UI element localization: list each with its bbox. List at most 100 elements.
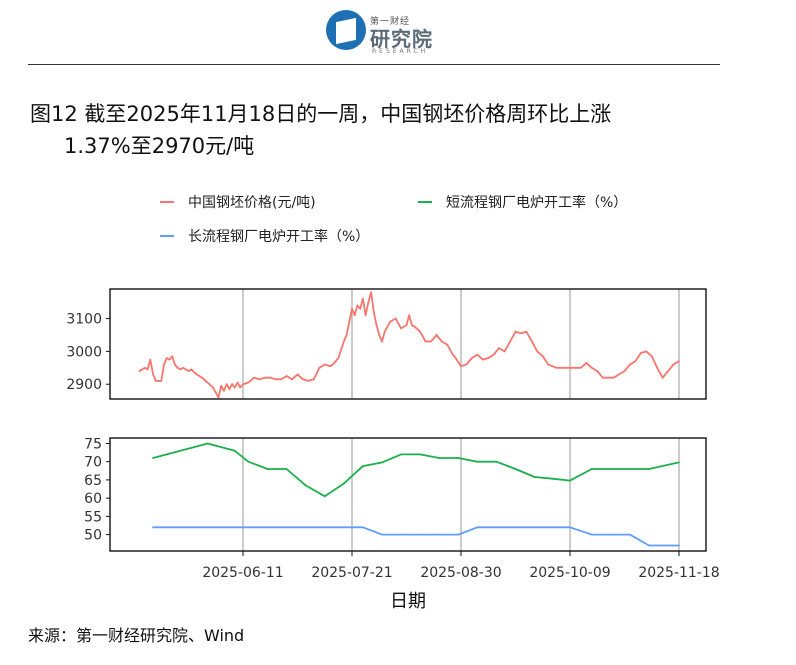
data-point-1-1-1 xyxy=(138,370,141,372)
data-point-2-1-20 xyxy=(552,477,555,480)
data-point-1-1-93 xyxy=(520,332,522,335)
y-tick-label-2-70: 70 xyxy=(84,455,102,471)
x-tick-label-5: 2025-11-18 xyxy=(638,565,719,581)
data-point-2-1-12 xyxy=(400,453,402,456)
data-point-1-1-49 xyxy=(332,363,334,366)
data-point-1-1-74 xyxy=(419,330,421,333)
data-point-2-2-13 xyxy=(533,526,536,529)
data-point-1-1-68 xyxy=(394,317,397,320)
data-point-1-1-83 xyxy=(465,363,468,366)
data-point-1-1-113 xyxy=(634,360,637,363)
y-tick-label-1-3100: 3100 xyxy=(66,312,102,328)
data-point-1-1-73 xyxy=(413,325,416,328)
data-point-2-2-19 xyxy=(648,544,650,547)
x-axis-title: 日期 xyxy=(390,591,426,612)
data-point-1-1-25 xyxy=(223,389,225,392)
legend-item-price: 中国钢坯价格(元/吨) xyxy=(160,192,316,212)
data-point-1-1-78 xyxy=(441,340,443,343)
data-point-2-1-26 xyxy=(678,461,680,464)
data-point-1-1-47 xyxy=(323,363,326,366)
data-point-1-1-84 xyxy=(471,357,473,359)
data-point-2-1-14 xyxy=(438,457,441,459)
data-point-1-1-10 xyxy=(168,358,171,361)
data-point-2-2-12 xyxy=(514,526,517,529)
data-point-2-1-17 xyxy=(495,460,498,463)
data-point-1-1-91 xyxy=(509,340,511,343)
x-tick-label-2: 2025-07-21 xyxy=(311,565,392,581)
data-point-2-1-8 xyxy=(323,495,326,498)
data-point-1-1-17 xyxy=(187,370,190,372)
data-point-1-1-64 xyxy=(378,334,381,336)
legend-label-short-process: 短流程钢厂电炉开工率（%） xyxy=(446,195,628,211)
x-tick-label-4: 2025-10-09 xyxy=(529,565,610,581)
data-point-1-1-71 xyxy=(408,314,411,317)
data-point-1-1-100 xyxy=(563,366,566,369)
data-point-1-1-48 xyxy=(329,365,332,368)
data-point-1-1-109 xyxy=(612,376,615,379)
logo-main-text: 研究院 xyxy=(370,27,433,51)
data-point-1-1-97 xyxy=(541,355,544,358)
data-point-1-1-26 xyxy=(225,383,228,386)
data-point-2-1-16 xyxy=(476,460,479,463)
data-point-1-1-22 xyxy=(212,386,214,389)
data-point-1-1-9 xyxy=(165,357,168,359)
data-point-1-1-96 xyxy=(536,350,539,353)
data-point-1-1-8 xyxy=(163,363,165,366)
data-point-2-1-3 xyxy=(233,449,236,452)
data-point-2-1-24 xyxy=(629,468,631,470)
data-point-2-2-5 xyxy=(381,533,383,536)
legend-item-long-process: 长流程钢厂电炉开工率（%） xyxy=(160,226,369,246)
y-tick-label-1-3000: 3000 xyxy=(66,344,102,360)
data-point-1-1-40 xyxy=(285,375,288,377)
data-point-2-1-5 xyxy=(266,468,269,470)
data-point-1-1-92 xyxy=(514,330,517,333)
data-point-1-1-7 xyxy=(160,380,163,382)
data-point-1-1-58 xyxy=(362,298,364,300)
data-point-2-1-11 xyxy=(381,461,383,464)
logo: 第一财经 研究院 RESEARCH xyxy=(326,8,446,56)
data-point-1-1-70 xyxy=(405,324,408,326)
data-point-1-1-36 xyxy=(263,376,266,379)
legend-swatch-short-process xyxy=(418,201,432,203)
data-point-2-1-7 xyxy=(304,484,307,487)
data-point-1-1-39 xyxy=(280,378,282,381)
data-point-1-1-3 xyxy=(146,368,149,371)
data-point-1-1-46 xyxy=(318,366,321,369)
y-tick-label-2-60: 60 xyxy=(84,491,102,507)
data-point-1-1-15 xyxy=(182,366,185,369)
data-point-2-1-25 xyxy=(648,468,650,470)
data-point-1-1-27 xyxy=(228,388,231,390)
data-point-2-2-15 xyxy=(569,526,571,529)
data-point-1-1-87 xyxy=(487,357,490,359)
data-point-1-1-11 xyxy=(171,355,174,358)
data-point-1-1-59 xyxy=(364,314,367,317)
data-point-2-2-3 xyxy=(342,526,345,529)
data-point-1-1-116 xyxy=(650,355,653,358)
data-point-1-1-35 xyxy=(258,378,261,381)
data-point-1-1-56 xyxy=(356,304,359,307)
data-point-1-1-6 xyxy=(154,380,157,382)
data-point-1-1-110 xyxy=(618,373,620,376)
data-point-1-1-61 xyxy=(370,291,372,294)
data-point-1-1-29 xyxy=(233,386,236,389)
figure-title-line1: 图12 截至2025年11月18日的一周，中国钢坯价格周环比上涨 xyxy=(30,102,612,126)
data-point-1-1-57 xyxy=(359,307,362,310)
data-point-1-1-2 xyxy=(144,366,146,369)
figure-title: 图12 截至2025年11月18日的一周，中国钢坯价格周环比上涨 1.37%至2… xyxy=(30,98,730,162)
data-point-1-1-50 xyxy=(337,357,340,359)
data-point-1-1-121 xyxy=(678,360,680,363)
data-point-2-1-6 xyxy=(285,468,288,470)
data-point-1-1-108 xyxy=(607,376,609,379)
data-point-1-1-118 xyxy=(661,376,664,379)
data-point-1-1-16 xyxy=(184,368,187,371)
data-point-2-1-13 xyxy=(419,453,421,456)
y-tick-label-2-75: 75 xyxy=(84,436,102,452)
data-point-1-1-18 xyxy=(190,368,193,371)
y-tick-label-2-50: 50 xyxy=(84,528,102,544)
data-point-1-1-95 xyxy=(531,340,533,343)
data-point-1-1-52 xyxy=(345,334,348,336)
data-point-1-1-28 xyxy=(231,383,234,386)
data-point-2-2-1 xyxy=(152,526,155,529)
data-point-2-1-21 xyxy=(569,479,571,482)
data-point-1-1-31 xyxy=(239,386,242,389)
